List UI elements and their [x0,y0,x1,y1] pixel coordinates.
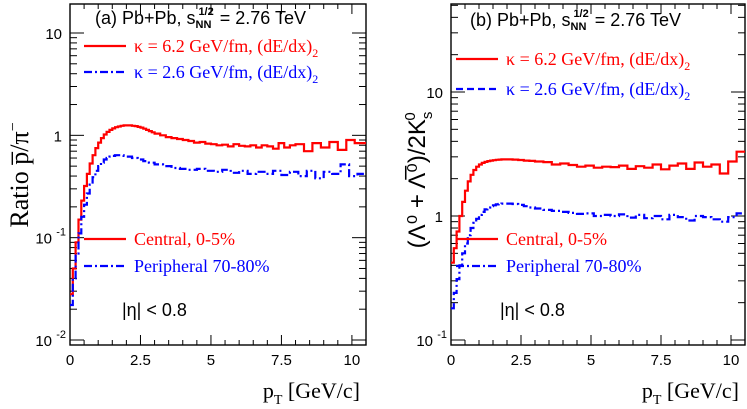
series-line-central [70,124,366,296]
legend-model-label: κ = 6.2 GeV/fm, (dE/dx)2 [506,49,690,73]
x-axis-label: pT [GeV/c] [642,378,739,408]
y-tick-label: 10 [45,26,62,43]
x-tick-label: 7.5 [271,352,292,369]
x-tick-label: 10 [723,352,740,369]
series-line-peripheral [451,202,745,310]
y-tick-label: 10 [35,333,52,350]
x-tick-label: 0 [447,352,455,369]
x-tick-label: 10 [344,352,361,369]
x-tick-label: 2.5 [511,352,532,369]
series-line-peripheral [70,154,366,307]
series-line-central [451,150,745,264]
legend-model-label: κ = 2.6 GeV/fm, (dE/dx)2 [506,79,690,103]
x-tick-label: 0 [66,352,74,369]
x-tick-label: 5 [587,352,595,369]
y-tick-label: 1 [54,128,62,145]
legend-model-label: κ = 2.6 GeV/fm, (dE/dx)2 [134,62,318,86]
x-tick-label: 2.5 [130,352,151,369]
x-tick-label: 7.5 [651,352,672,369]
y-axis-label: (Λ⁰ + Λ̅⁰)/2Ks0 [402,112,436,249]
eta-cut-label: |η| < 0.8 [500,300,565,320]
legend-centrality-label: Peripheral 70-80% [134,256,269,276]
legend-centrality-label: Peripheral 70-80% [506,256,641,276]
y-tick-label: 10 [426,85,443,102]
panel-label: (b) Pb+Pb, sNN1/2 = 2.76 TeV [470,8,681,33]
x-tick-label: 5 [207,352,215,369]
y-tick-exponent: -1 [437,329,447,341]
y-tick-label: 10 [416,333,433,350]
chart-panel-b: 0 2.5 5 7.5 10 10 -1 1 10 (b) Pb+Pb, sNN1/2 = 2.76… [402,3,746,408]
y-axis-label: Ratio p̅/π− [5,122,34,227]
legend-centrality-label: Central, 0-5% [134,229,235,249]
chart-panel-a: 0 2.5 5 7.5 10 10 -2 10 -1 1 10 (a) Pb+Pb, sNN1/2 = … [5,3,367,408]
y-tick-exponent: -1 [56,227,66,239]
plot-frame [69,3,367,346]
y-tick-exponent: -2 [56,329,66,341]
panel-label: (a) Pb+Pb, sNN1/2 = 2.76 TeV [95,6,306,31]
eta-cut-label: |η| < 0.8 [122,300,187,320]
x-axis-label: pT [GeV/c] [263,378,360,408]
y-tick-label: 1 [435,209,443,226]
legend-model-label: κ = 6.2 GeV/fm, (dE/dx)2 [134,36,318,60]
legend-centrality-label: Central, 0-5% [506,229,607,249]
y-tick-label: 10 [35,231,52,248]
plot-frame [450,3,746,346]
